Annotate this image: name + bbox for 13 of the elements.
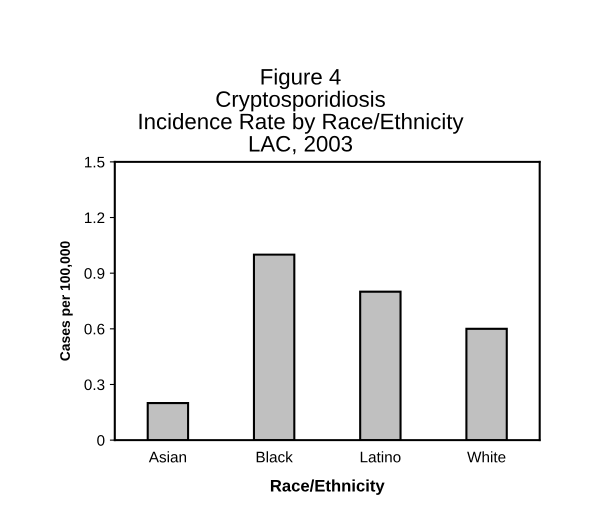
y-tick-label: 1.2: [85, 212, 104, 224]
x-axis-title: Race/Ethnicity: [270, 479, 385, 495]
x-tick-label: White: [467, 451, 506, 462]
y-tick-label: 1.5: [85, 156, 104, 168]
y-tick-label: 0.9: [84, 268, 104, 279]
x-tick-label: Latino: [360, 451, 401, 462]
x-tick-label: Black: [256, 451, 293, 462]
y-tick-label: 0.3: [84, 379, 104, 390]
chart-title: Figure 4 Cryptosporidiosis Incidence Rate by Race/Ethnicity LAC, 2003: [140, 68, 464, 154]
x-tick-label: Asian: [148, 451, 186, 462]
y-axis-title: Cases per 100,000: [60, 241, 73, 361]
y-tick-label: 0: [97, 434, 104, 446]
y-tick-label: 0.6: [84, 324, 104, 335]
